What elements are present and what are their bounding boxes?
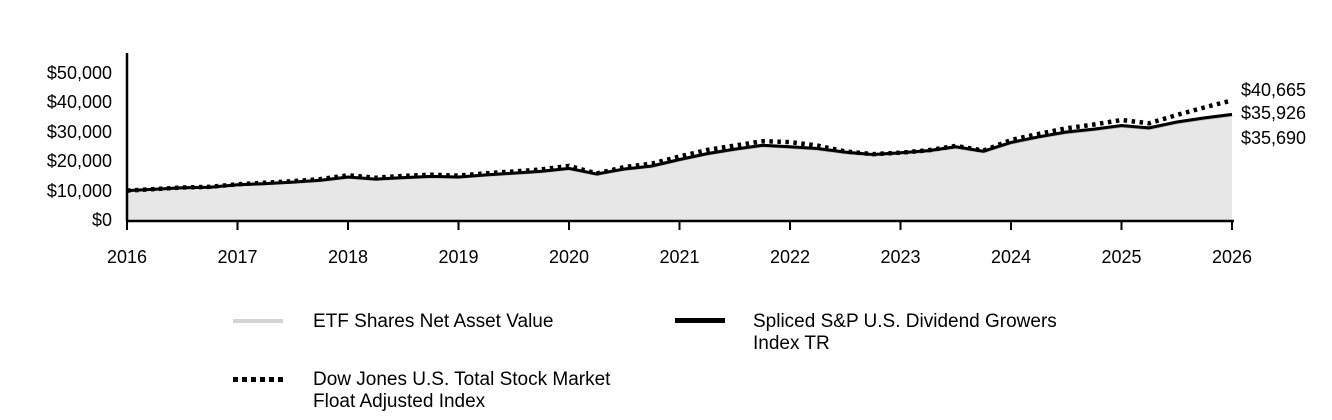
x-axis-tick-label: 2020 <box>548 247 590 267</box>
chart-plot-area: $40,665 $35,926 $35,690 $0 $10,000 $20,000… <box>46 53 1307 230</box>
legend-label-line: Index TR <box>753 333 830 354</box>
x-axis-tick-label: 2026 <box>1211 247 1253 267</box>
y-axis-tick-label: $20,000 <box>46 151 112 172</box>
y-axis-tick-label: $0 <box>91 210 112 230</box>
legend-label-line: Float Adjusted Index <box>313 391 486 412</box>
x-axis-tick-label: 2025 <box>1101 247 1142 267</box>
legend-label-etf-nav: ETF Shares Net Asset Value <box>313 311 553 333</box>
y-axis-tick-label: $50,000 <box>46 63 112 83</box>
end-value-label-dow-jones: $40,665 <box>1241 80 1307 100</box>
x-axis-tick-label: 2016 <box>106 247 148 267</box>
etf-nav-line-swatch <box>233 319 283 323</box>
legend-label-line: Spliced S&P U.S. Dividend Growers <box>753 311 1057 332</box>
x-axis-tick-label: 2019 <box>438 247 479 267</box>
end-value-label-etf-nav: $35,690 <box>1241 128 1307 148</box>
x-axis-tick-label: 2024 <box>990 247 1032 267</box>
nav-area-fill <box>127 115 1232 220</box>
legend-label-line: Dow Jones U.S. Total Stock Market <box>313 369 611 390</box>
x-axis-tick-label: 2021 <box>659 247 700 267</box>
y-axis-tick-label: $40,000 <box>46 92 112 113</box>
x-axis-tick-label: 2022 <box>769 247 811 267</box>
legend-label-spliced-index: Spliced S&P U.S. Dividend Growers Index … <box>753 311 1057 355</box>
dow-jones-dotted-line-swatch <box>233 377 283 382</box>
dow-jones-dotted-line <box>126 98 1233 193</box>
x-axis-tick-label: 2018 <box>327 247 369 267</box>
legend-label-line: ETF Shares Net Asset Value <box>313 311 554 332</box>
end-value-label-spliced-index: $35,926 <box>1241 103 1307 123</box>
x-axis-tick-label: 2023 <box>880 247 921 267</box>
y-axis-tick-label: $30,000 <box>46 121 112 142</box>
legend-label-dow-jones: Dow Jones U.S. Total Stock Market Float … <box>313 369 610 413</box>
performance-line-chart <box>125 53 1234 230</box>
y-axis-tick-label: $10,000 <box>46 180 112 201</box>
x-axis-tick-label: 2017 <box>217 247 258 267</box>
spliced-index-line-swatch <box>675 318 725 323</box>
